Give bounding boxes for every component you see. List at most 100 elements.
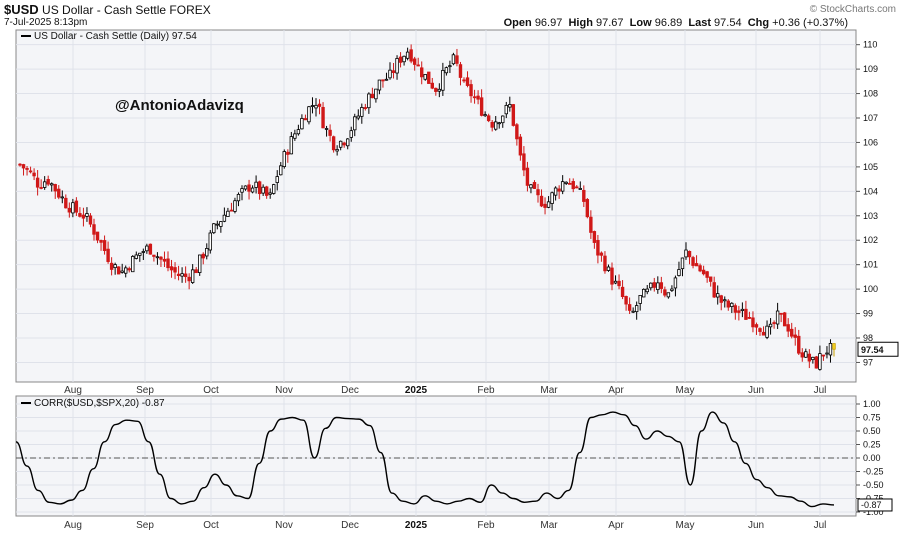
high-label: High [568,17,593,29]
candle-body [536,189,540,196]
candle-body [448,65,452,68]
candle-body [233,200,237,212]
corr-tick-label: -0.25 [863,467,884,477]
candle-body [465,77,470,86]
candle-body [254,181,258,188]
candle-body [215,223,220,226]
candle-body [462,79,466,82]
correlation-panel[interactable]: 1.000.750.500.250.00-0.25-0.50-0.75-1.00… [15,395,893,531]
candle-body [367,93,371,109]
corr-tick-label: 1.00 [863,399,881,409]
candle-body [772,322,776,325]
candle-body [522,153,526,171]
corr-tick-label: 0.75 [863,413,881,423]
ohlc-readout: Open 96.97 High 97.67 Low 96.89 Last 97.… [504,17,848,29]
candle-body [434,87,438,92]
candle-body [166,258,170,269]
candle-body [677,269,681,276]
price-panel[interactable]: 97 98 99 100 101 102 103 104 105 106 107 108 109 110 A… [15,29,899,396]
candle-body [758,328,762,332]
corr-month-label: Dec [341,520,359,531]
candle-body [381,79,385,82]
candle-body [479,97,484,116]
candle-body [60,196,64,199]
candle-body [374,88,378,100]
candle-body [289,136,294,155]
price-tick-label: 105 [863,162,878,172]
candle-body [85,213,89,217]
candle-body [250,187,255,193]
candle-body [427,71,431,84]
corr-month-label: May [676,520,695,531]
candle-body [430,82,434,89]
candle-body [617,280,621,287]
candle-body [719,295,723,303]
candle-body [797,335,801,354]
candle-body [395,58,399,74]
candle-body [391,70,396,73]
price-tick-label: 109 [863,64,878,74]
candle-body [201,253,205,259]
candle-body [645,288,649,293]
price-month-label: Aug [64,385,82,396]
candle-body [194,269,198,274]
candle-body [346,138,350,147]
last-label: Last [688,17,711,29]
candle-body [670,288,674,291]
price-plot-area [15,29,857,383]
candle-body [377,79,382,91]
corr-tick-label: 0.00 [863,453,881,463]
candle-body [486,115,491,122]
candle-body [751,317,755,328]
candle-body [303,118,308,121]
candle-body [790,328,794,337]
corr-tick-label: -1.00 [863,507,884,517]
price-month-label: Feb [477,385,495,396]
candle-body [300,118,304,130]
candle-body [190,269,195,283]
candle-body [113,264,117,269]
candle-body [25,168,29,170]
candle-body [169,266,174,271]
low-value: 96.89 [654,17,683,29]
candle-body [712,282,716,298]
candle-body [99,239,103,243]
candle-body [416,64,420,67]
candle-body [67,207,72,213]
corr-legend-label: CORR($USD,$SPX,20) -0.87 [34,398,165,409]
candle-body [511,104,516,126]
price-month-label: May [676,385,695,396]
candle-body [779,312,783,315]
price-tick-label: 102 [863,235,878,245]
candle-body [148,243,153,255]
candle-body [116,266,121,275]
candle-body [145,245,149,252]
candle-body [596,240,600,256]
candle-body [74,200,79,213]
candle-body [550,192,554,204]
candle-body [219,221,223,227]
candle-body [106,248,110,262]
price-month-label: Jul [814,385,827,396]
candle-body [159,256,163,260]
candle-body [638,294,642,304]
candle-body [568,182,572,185]
candle-body [553,187,558,196]
candle-body [631,310,635,313]
candle-body [571,181,575,190]
candle-body [705,271,709,278]
corr-month-label: Sep [136,520,154,531]
candle-body [212,223,216,234]
candle-body [737,310,741,313]
candle-body [649,282,653,289]
last-price-box [857,341,899,357]
candle-body [825,352,829,355]
candle-body [663,289,667,296]
candle-body [236,193,241,202]
candle-body [508,104,512,108]
corr-plot-area [15,395,857,517]
candle-body [46,179,50,185]
candle-body [42,181,47,188]
candle-body [716,293,720,298]
